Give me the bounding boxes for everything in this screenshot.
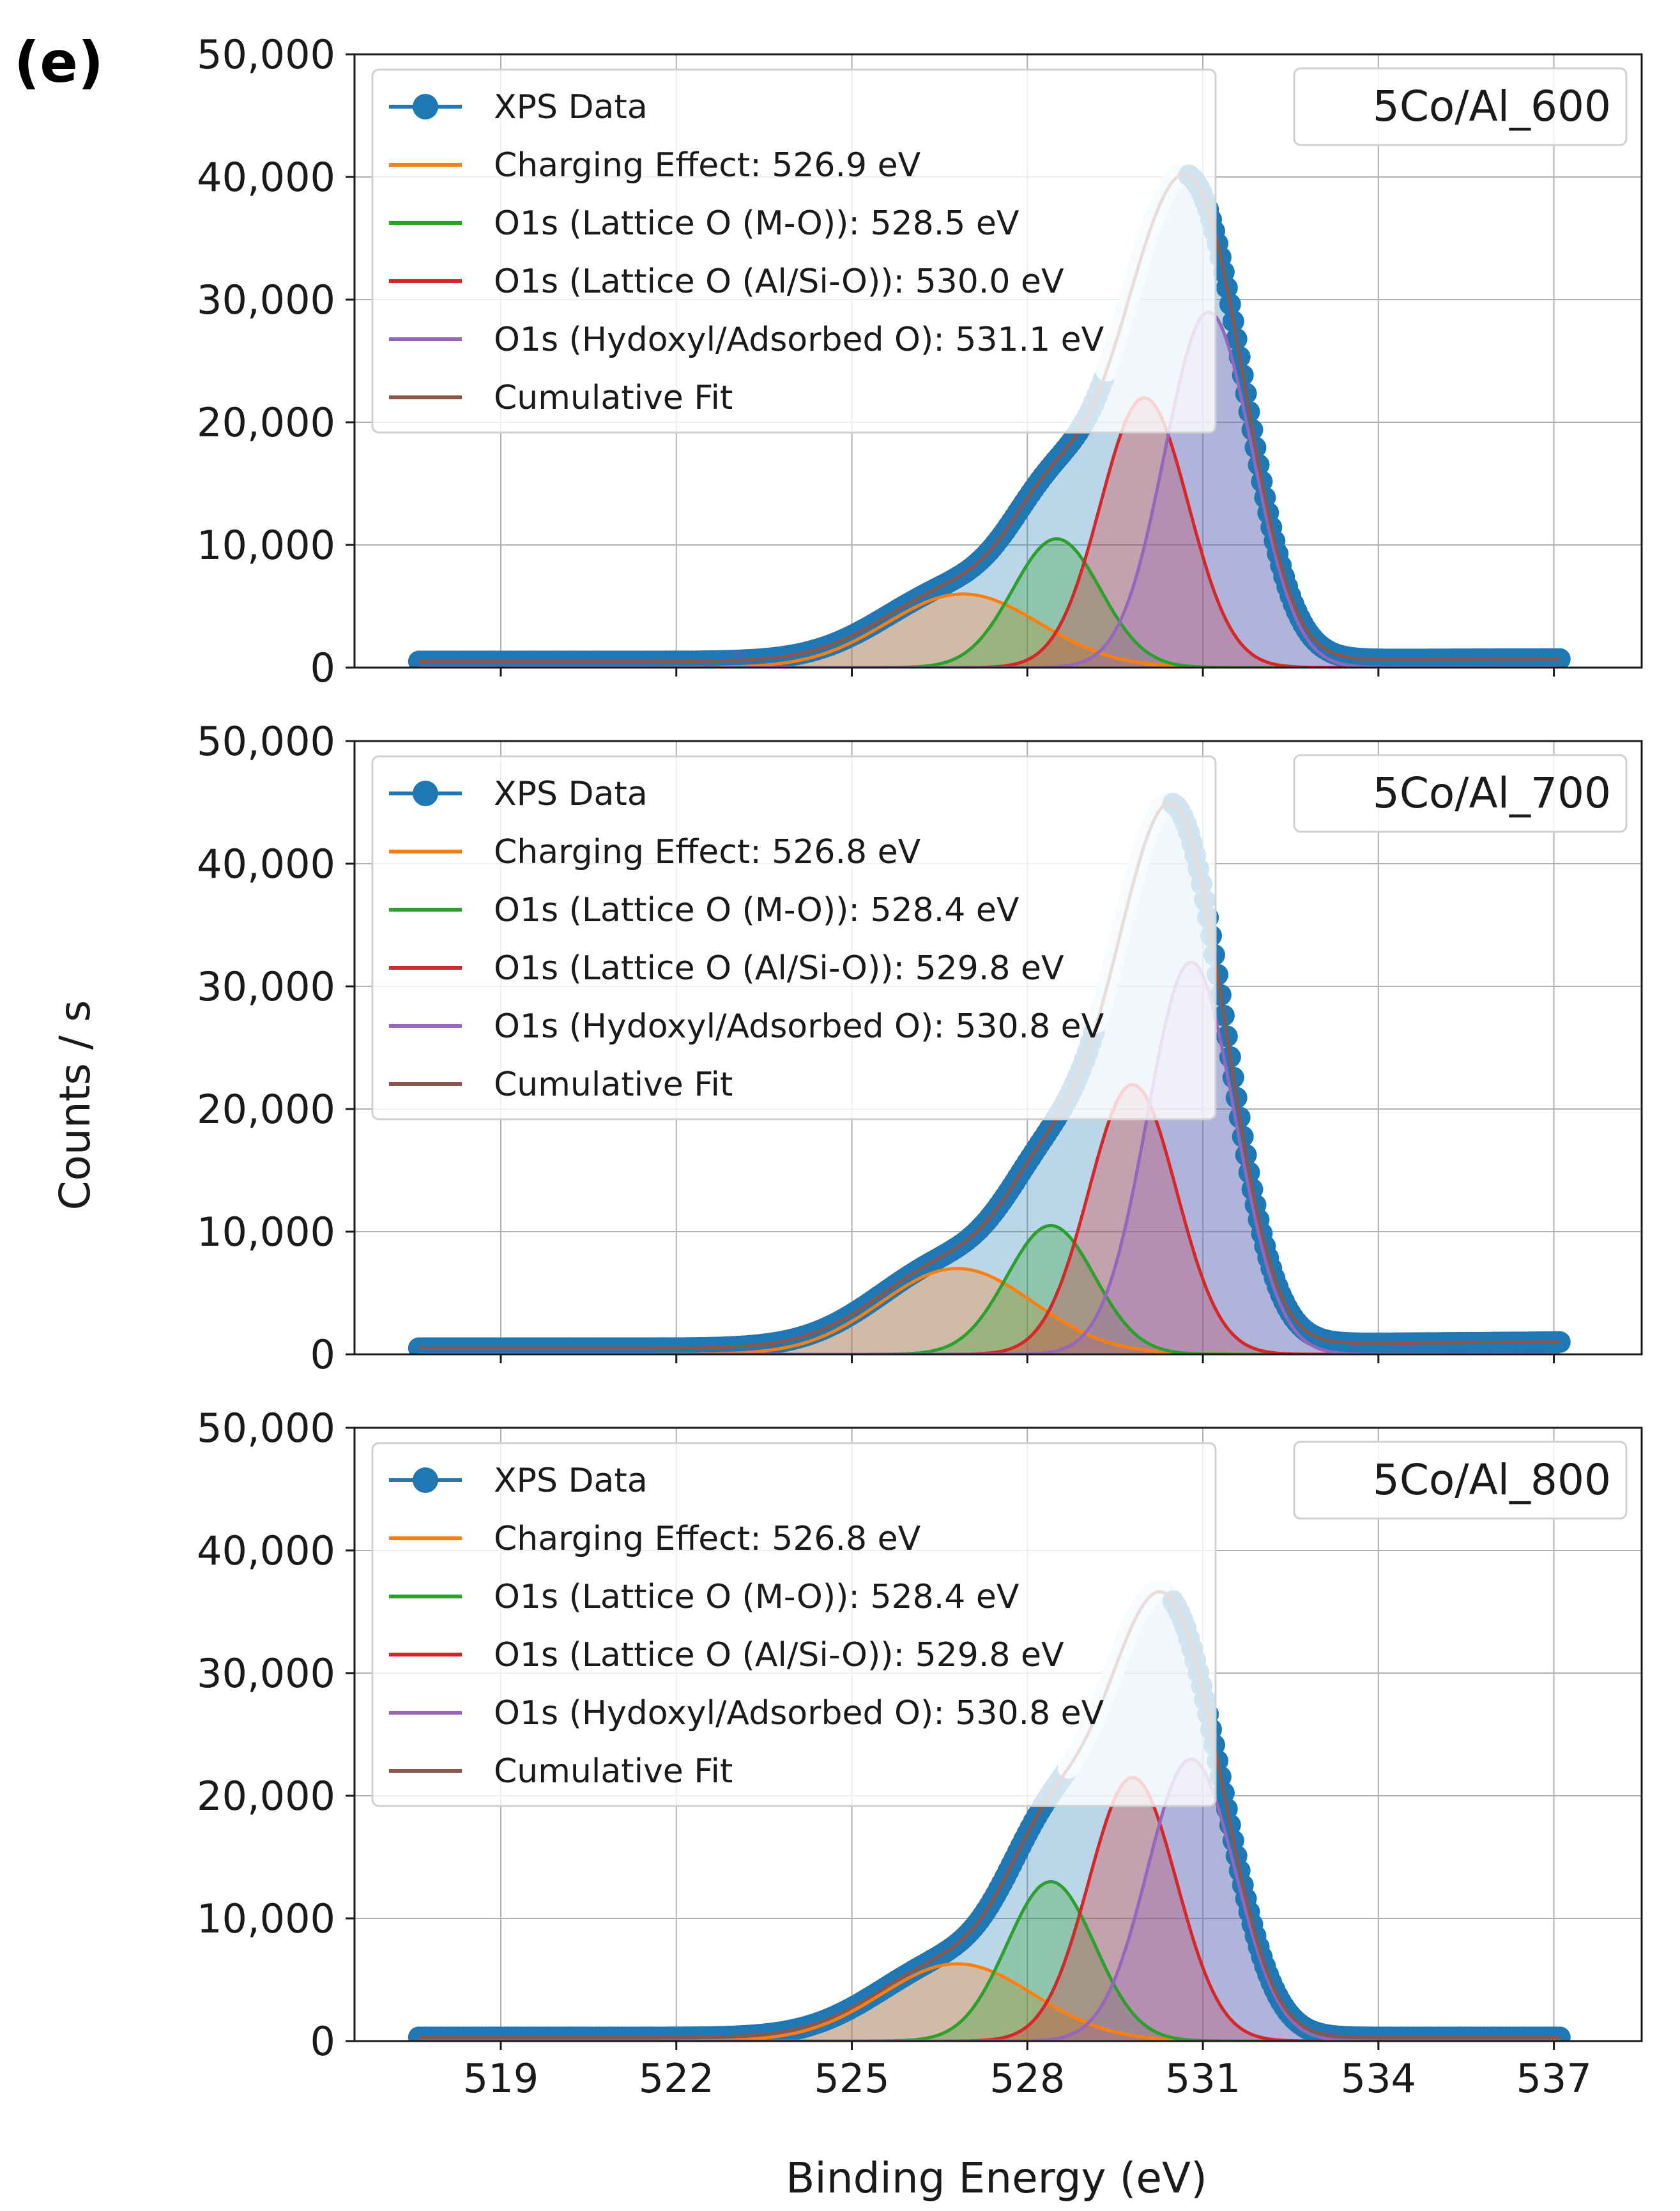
lattice_mo-fill-area bbox=[418, 539, 1560, 668]
legend-label-charging: Charging Effect: 526.8 eV bbox=[494, 833, 921, 871]
plot-frame bbox=[353, 740, 1643, 1356]
y-tick-label: 40,000 bbox=[197, 841, 335, 887]
y-axis-title: Counts / s bbox=[50, 1000, 100, 1211]
lattice_mo-fill-area bbox=[418, 1881, 1560, 2041]
y-tick-label: 40,000 bbox=[197, 1527, 335, 1574]
chart-panel-3: 519 522 525 528 531 534 537 0 10,000 20,000 30,000… bbox=[197, 1405, 1643, 2102]
y-tick-label: 0 bbox=[310, 645, 335, 691]
charging-line bbox=[418, 1962, 1560, 2041]
legend-box bbox=[371, 1442, 1217, 1807]
legend-label-lattice_alsi: O1s (Lattice O (Al/Si-O)): 529.8 eV bbox=[494, 949, 1064, 988]
legend-box bbox=[371, 755, 1217, 1121]
cumulative-fit-line bbox=[418, 800, 1560, 1350]
y-tick-label: 10,000 bbox=[197, 1895, 335, 1942]
y-tick-label: 40,000 bbox=[197, 154, 335, 201]
legend-label-lattice_alsi: O1s (Lattice O (Al/Si-O)): 530.0 eV bbox=[494, 263, 1064, 301]
charging-line bbox=[418, 1267, 1560, 1354]
panel-label: (e) bbox=[14, 29, 103, 95]
cumulative-fit-line bbox=[418, 1589, 1560, 2039]
x-tick-label: 522 bbox=[639, 2055, 714, 2102]
sample-label-box bbox=[1293, 1441, 1628, 1520]
legend-label-cumulative: Cumulative Fit bbox=[494, 1752, 733, 1791]
chart-panel-1: 0 10,000 20,000 30,000 40,000 50,000 5Co/Al_60… bbox=[197, 31, 1643, 691]
legend-box bbox=[371, 68, 1217, 434]
legend-marker-data bbox=[413, 94, 438, 119]
legend-label-data: XPS Data bbox=[494, 775, 648, 813]
charging-fill-area bbox=[418, 1268, 1560, 1354]
sample-label-box bbox=[1293, 754, 1628, 833]
plot-frame bbox=[353, 1427, 1643, 2042]
y-tick-label: 10,000 bbox=[197, 1209, 335, 1255]
y-tick-label: 20,000 bbox=[197, 399, 335, 446]
legend-label-data: XPS Data bbox=[494, 88, 648, 126]
lattice_mo-line bbox=[418, 537, 1560, 668]
lattice_mo-line bbox=[418, 1879, 1560, 2041]
y-tick-label: 30,000 bbox=[197, 277, 335, 323]
data-fill-area bbox=[418, 1591, 1560, 2041]
x-axis-title: Binding Energy (eV) bbox=[786, 2154, 1207, 2203]
legend-marker-data bbox=[413, 1467, 438, 1493]
sample-label-box bbox=[1293, 67, 1628, 146]
charging-line bbox=[418, 592, 1560, 668]
legend-label-lattice_mo: O1s (Lattice O (M-O)): 528.4 eV bbox=[494, 1578, 1019, 1616]
x-tick-label: 537 bbox=[1516, 2055, 1591, 2102]
legend-label-hydroxyl: O1s (Hydoxyl/Adsorbed O): 530.8 eV bbox=[494, 1694, 1104, 1733]
legend-label-charging: Charging Effect: 526.8 eV bbox=[494, 1520, 921, 1558]
legend-label-cumulative: Cumulative Fit bbox=[494, 379, 733, 417]
charging-fill-area bbox=[418, 1964, 1560, 2041]
legend-label-lattice_alsi: O1s (Lattice O (Al/Si-O)): 529.8 eV bbox=[494, 1636, 1064, 1674]
charging-fill-area bbox=[418, 593, 1560, 668]
sample-label: 5Co/Al_600 bbox=[1373, 82, 1611, 131]
y-tick-label: 10,000 bbox=[197, 522, 335, 569]
y-tick-label: 30,000 bbox=[197, 1650, 335, 1697]
y-tick-label: 50,000 bbox=[197, 1405, 335, 1451]
x-tick-label: 534 bbox=[1341, 2055, 1416, 2102]
y-tick-label: 20,000 bbox=[197, 1773, 335, 1819]
y-tick-label: 50,000 bbox=[197, 718, 335, 765]
panels: 0 10,000 20,000 30,000 40,000 50,000 5Co/Al_60… bbox=[197, 31, 1643, 2102]
sample-label: 5Co/Al_800 bbox=[1373, 1455, 1611, 1504]
legend-label-hydroxyl: O1s (Hydoxyl/Adsorbed O): 530.8 eV bbox=[494, 1007, 1104, 1046]
cumulative-fit-line bbox=[418, 172, 1560, 663]
legend-label-charging: Charging Effect: 526.9 eV bbox=[494, 146, 921, 185]
legend-label-hydroxyl: O1s (Hydoxyl/Adsorbed O): 531.1 eV bbox=[494, 321, 1104, 359]
y-tick-label: 0 bbox=[310, 1331, 335, 1378]
y-tick-label: 50,000 bbox=[197, 31, 335, 78]
x-tick-label: 528 bbox=[989, 2055, 1065, 2102]
data-fill-area bbox=[418, 802, 1560, 1354]
y-tick-label: 30,000 bbox=[197, 963, 335, 1010]
y-tick-label: 20,000 bbox=[197, 1086, 335, 1133]
lattice_mo-fill-area bbox=[418, 1225, 1560, 1354]
sample-label: 5Co/Al_700 bbox=[1373, 769, 1611, 818]
plot-frame bbox=[353, 53, 1643, 669]
lattice_mo-line bbox=[418, 1223, 1560, 1354]
legend-marker-data bbox=[413, 781, 438, 806]
y-tick-label: 0 bbox=[310, 2018, 335, 2065]
legend-label-data: XPS Data bbox=[494, 1462, 648, 1500]
x-tick-label: 519 bbox=[463, 2055, 538, 2102]
legend-label-lattice_mo: O1s (Lattice O (M-O)): 528.4 eV bbox=[494, 891, 1019, 930]
legend-label-cumulative: Cumulative Fit bbox=[494, 1066, 733, 1104]
x-tick-label: 525 bbox=[814, 2055, 889, 2102]
x-tick-label: 531 bbox=[1165, 2055, 1241, 2102]
chart-panel-2: 0 10,000 20,000 30,000 40,000 50,000 5Co/Al_70… bbox=[197, 718, 1643, 1378]
legend-label-lattice_mo: O1s (Lattice O (M-O)): 528.5 eV bbox=[494, 204, 1019, 243]
